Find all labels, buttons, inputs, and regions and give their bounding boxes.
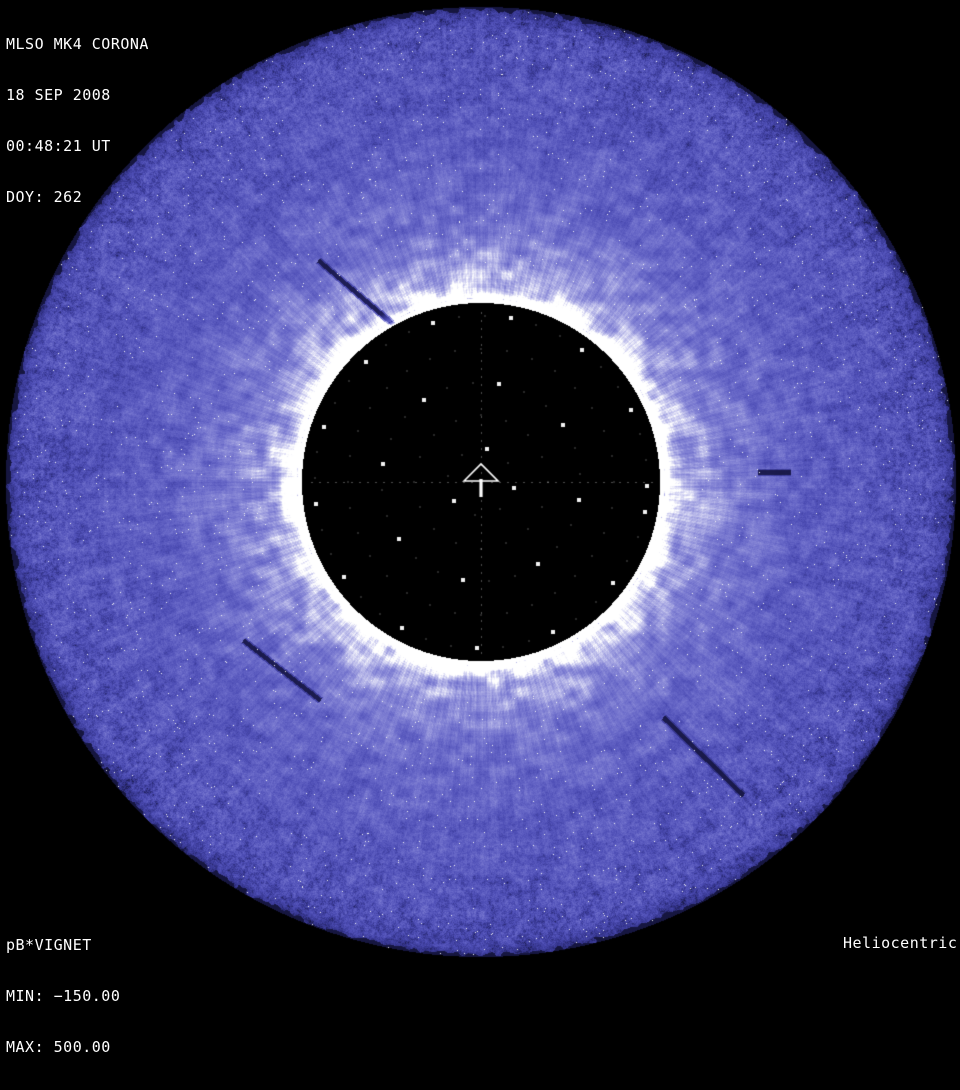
instrument-label: MLSO MK4 CORONA <box>6 35 149 53</box>
scale-max-label: MAX: 500.00 <box>6 1038 111 1056</box>
day-of-year: DOY: 262 <box>6 188 83 206</box>
coordinate-frame-label: Heliocentric <box>843 934 958 952</box>
coronagraph-image-viewport: MLSO MK4 CORONA 18 SEP 2008 00:48:21 UT … <box>0 0 960 1056</box>
scale-min-label: MIN: −150.00 <box>6 987 121 1005</box>
footer-annotation-block: pB*VIGNET MIN: −150.00 MAX: 500.00 <box>6 903 120 1090</box>
observation-time: 00:48:21 UT <box>6 137 111 155</box>
coronagraph-image <box>0 0 960 960</box>
header-annotation-block: MLSO MK4 CORONA 18 SEP 2008 00:48:21 UT … <box>6 2 149 240</box>
product-label: pB*VIGNET <box>6 936 92 954</box>
observation-date: 18 SEP 2008 <box>6 86 111 104</box>
